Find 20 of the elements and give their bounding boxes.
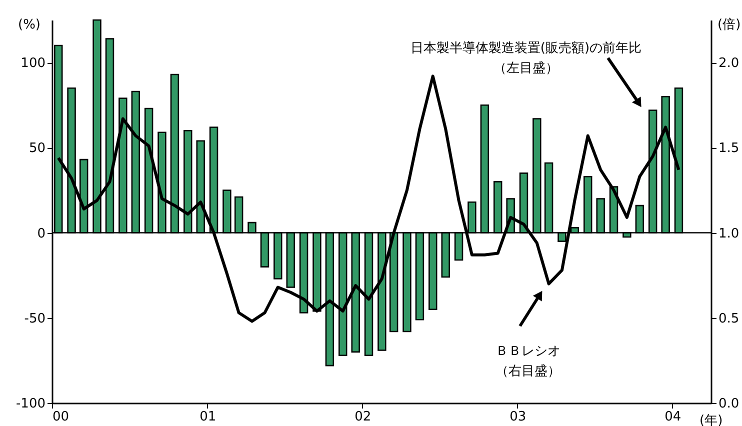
x-tick-label: 01 xyxy=(200,410,216,424)
y2-tick-label: 0.0 xyxy=(718,396,740,412)
y-tick-label: -50 xyxy=(24,311,46,326)
x-axis-title: (年) xyxy=(700,414,723,426)
y2-tick-label: 0.5 xyxy=(718,311,740,326)
y-tick-label: 0 xyxy=(37,226,46,242)
annotation: ＢＢレシオ（右目盛） xyxy=(496,344,560,379)
x-tick-label: 02 xyxy=(354,410,372,424)
y-tick-label: 100 xyxy=(20,56,46,72)
y2-tick-label: 1.0 xyxy=(718,226,740,242)
y-tick-label: 50 xyxy=(28,141,46,156)
y-tick-label: -100 xyxy=(16,396,46,412)
annotation: 日本製半導体製造装置(販売額)の前年比（左目盛） xyxy=(410,41,642,76)
y-axis-title: (%) xyxy=(18,18,40,32)
x-tick-label: 03 xyxy=(510,410,526,424)
y2-tick-label: 1.5 xyxy=(718,141,740,156)
y2-axis-title: (倍) xyxy=(718,18,741,32)
x-tick-label: 04 xyxy=(664,410,682,424)
x-tick-label: 00 xyxy=(52,410,70,424)
y2-tick-label: 2.0 xyxy=(718,56,740,72)
